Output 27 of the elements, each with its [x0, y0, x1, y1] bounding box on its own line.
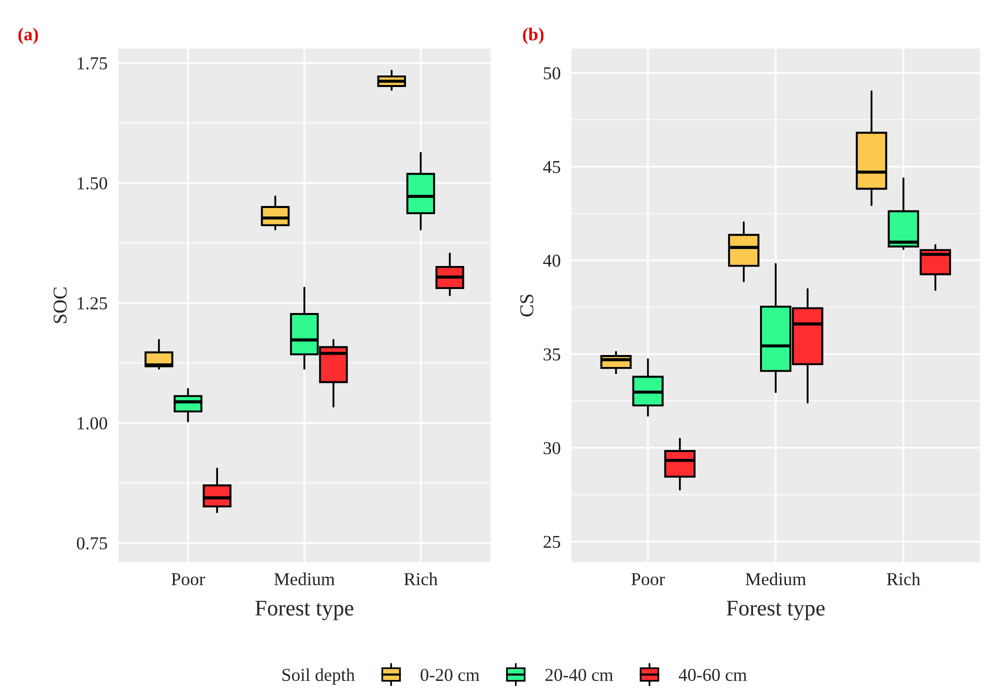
x-tick-label: Medium	[274, 572, 335, 586]
y-tick-label: 1.00	[78, 417, 108, 430]
y-tick-label: 1.50	[78, 177, 108, 190]
x-axis-title: Forest type	[255, 600, 354, 620]
chart-title: (b)	[523, 28, 544, 44]
y-axis-title: SOC	[54, 288, 67, 323]
y-tick-label: 0.75	[76, 537, 108, 550]
x-tick-label: Poor	[171, 573, 205, 586]
y-tick-label: 45	[543, 161, 560, 174]
x-axis-title: Forest type	[726, 600, 825, 620]
legend-label: 40-60 cm	[678, 668, 747, 682]
y-tick-label: 1.75	[78, 57, 108, 70]
y-tick-label: 50	[544, 67, 560, 80]
legend-label: 20-40 cm	[545, 668, 614, 682]
y-tick-label: 35	[544, 348, 560, 361]
y-tick-label: 1.25	[78, 297, 108, 310]
y-tick-label: 30	[544, 442, 560, 454]
legend-title: Soil depth	[282, 668, 355, 685]
x-tick-label: Poor	[631, 573, 665, 586]
chart-title: (a)	[18, 28, 38, 44]
y-tick-label: 40	[543, 254, 560, 267]
x-tick-label: Rich	[404, 572, 438, 586]
y-tick-label: 25	[544, 536, 560, 548]
legend-label: 0-20 cm	[420, 668, 480, 682]
x-tick-label: Medium	[746, 572, 806, 586]
x-tick-label: Rich	[886, 572, 920, 586]
y-axis-title: CS	[520, 294, 534, 316]
